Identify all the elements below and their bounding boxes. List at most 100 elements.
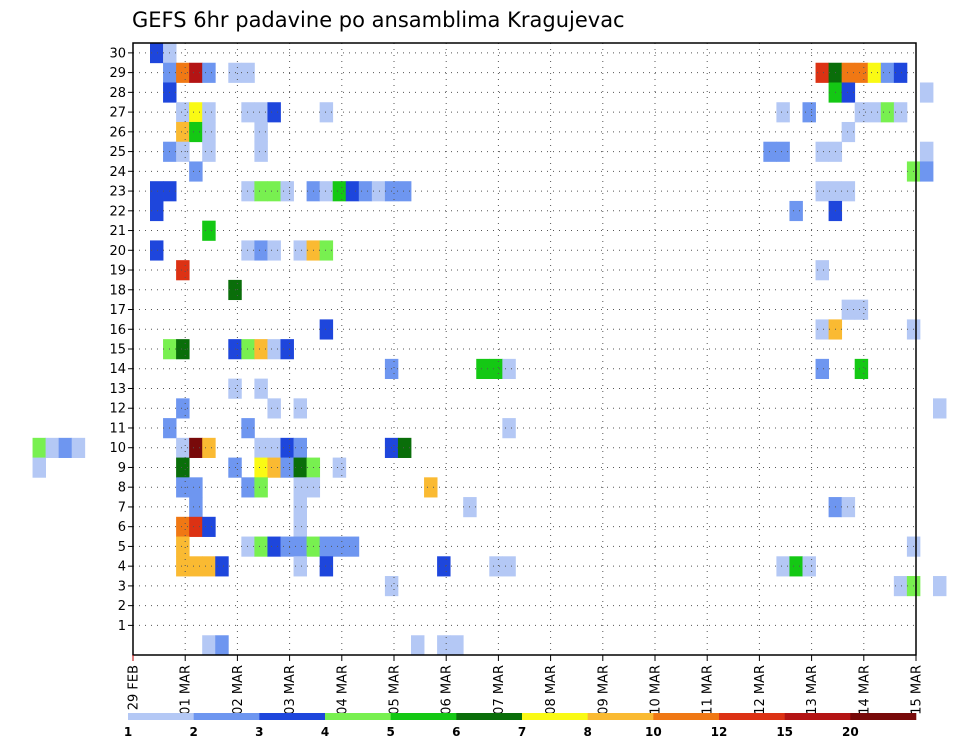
precip-cell xyxy=(32,437,46,458)
precip-cell xyxy=(841,62,856,83)
precip-cell xyxy=(176,437,190,458)
precip-cell xyxy=(841,82,856,103)
precip-cell xyxy=(176,102,190,123)
precip-cell xyxy=(241,62,255,83)
precip-cell xyxy=(189,556,203,577)
colorbar-label: 4 xyxy=(321,725,329,739)
colorbar-swatch xyxy=(456,713,523,720)
precip-cell xyxy=(854,102,869,123)
precip-cell xyxy=(45,437,60,458)
y-tick-label: 26 xyxy=(109,125,126,140)
precip-cell xyxy=(293,457,307,478)
precip-cell xyxy=(267,536,281,557)
y-tick-label: 5 xyxy=(118,540,126,555)
y-tick-label: 11 xyxy=(109,421,126,436)
precip-cell xyxy=(176,516,190,537)
y-tick-label: 9 xyxy=(118,461,126,476)
precip-cell xyxy=(867,102,882,123)
precip-cell xyxy=(854,62,869,83)
colorbar-label: 2 xyxy=(189,725,197,739)
precip-cell xyxy=(254,457,268,478)
colorbar-swatch xyxy=(325,713,391,720)
precip-cell xyxy=(802,102,816,123)
precip-cell xyxy=(841,299,856,320)
precip-cell xyxy=(189,62,203,83)
precip-cell xyxy=(397,181,412,202)
colorbar-label: 15 xyxy=(776,725,793,739)
precip-cell xyxy=(450,635,464,656)
precip-cell xyxy=(293,477,307,498)
precip-cell xyxy=(933,576,947,597)
colorbar-label: 20 xyxy=(842,725,859,739)
colorbar-label: 5 xyxy=(386,725,394,739)
precip-cell xyxy=(893,576,908,597)
y-tick-label: 18 xyxy=(109,283,126,298)
precip-cell xyxy=(176,536,190,557)
precip-cell xyxy=(280,339,294,360)
precip-cell xyxy=(319,556,334,577)
precip-cell xyxy=(241,536,255,557)
y-tick-label: 10 xyxy=(109,441,126,456)
y-tick-label: 6 xyxy=(118,520,126,535)
precip-cell xyxy=(293,516,307,537)
y-tick-label: 1 xyxy=(118,619,126,634)
precip-cell xyxy=(202,220,216,241)
precip-cell xyxy=(476,358,490,380)
precip-cell xyxy=(189,437,203,458)
y-tick-label: 3 xyxy=(118,579,126,594)
x-tick-label: 04 MAR xyxy=(335,665,350,715)
colorbar-swatch xyxy=(719,713,785,720)
precip-cell xyxy=(202,635,216,656)
precip-cell xyxy=(880,62,895,83)
y-tick-label: 17 xyxy=(109,303,126,318)
colorbar-legend: 1 2 3 4 5 6 7 8 10 12 15 20 xyxy=(124,713,917,739)
precip-cell xyxy=(815,141,829,162)
precip-cell xyxy=(254,339,268,360)
precip-cell xyxy=(867,62,882,83)
precip-cell xyxy=(502,556,516,577)
colorbar-swatch xyxy=(522,713,588,720)
precip-cell xyxy=(189,102,203,123)
x-tick-label: 13 MAR xyxy=(805,665,820,715)
precip-cell xyxy=(150,240,164,261)
precip-cell xyxy=(776,102,790,123)
precip-cell xyxy=(854,358,869,380)
x-tick-label: 05 MAR xyxy=(388,665,403,715)
precip-cell xyxy=(267,398,281,419)
x-tick-label: 11 MAR xyxy=(701,665,716,715)
x-tick-label: 29 FEB xyxy=(127,665,142,710)
precip-cell xyxy=(293,497,307,518)
precip-cell xyxy=(176,260,190,281)
precip-cell xyxy=(815,358,829,380)
grid-lines xyxy=(133,43,916,655)
precip-cell xyxy=(202,516,216,537)
precip-cell xyxy=(280,457,294,478)
precip-cell xyxy=(437,635,451,656)
y-tick-label: 25 xyxy=(109,145,126,160)
precip-cell xyxy=(254,240,268,261)
precip-cell xyxy=(919,161,934,182)
x-tick-label: 10 MAR xyxy=(649,665,664,715)
precip-cell xyxy=(763,141,777,162)
precip-cell xyxy=(280,437,294,458)
colorbar-label: 10 xyxy=(645,725,662,739)
precip-cell xyxy=(176,121,190,143)
precip-cell xyxy=(880,102,895,123)
colorbar-swatch xyxy=(653,713,720,720)
precip-cell xyxy=(176,556,190,577)
precip-cell xyxy=(241,240,255,261)
precip-cell xyxy=(176,339,190,360)
precip-cell xyxy=(241,339,255,360)
precip-cell xyxy=(202,437,216,458)
precip-cell xyxy=(437,556,451,577)
precip-cell xyxy=(176,398,190,419)
precip-cell xyxy=(841,121,856,143)
y-tick-label: 19 xyxy=(109,264,126,279)
precip-cell xyxy=(32,457,46,478)
precip-cell xyxy=(215,556,229,577)
precip-cell xyxy=(802,556,816,577)
x-tick-label: 14 MAR xyxy=(857,665,872,715)
y-tick-label: 16 xyxy=(109,323,126,338)
y-tick-label: 22 xyxy=(109,204,126,219)
precip-cell xyxy=(241,418,255,439)
